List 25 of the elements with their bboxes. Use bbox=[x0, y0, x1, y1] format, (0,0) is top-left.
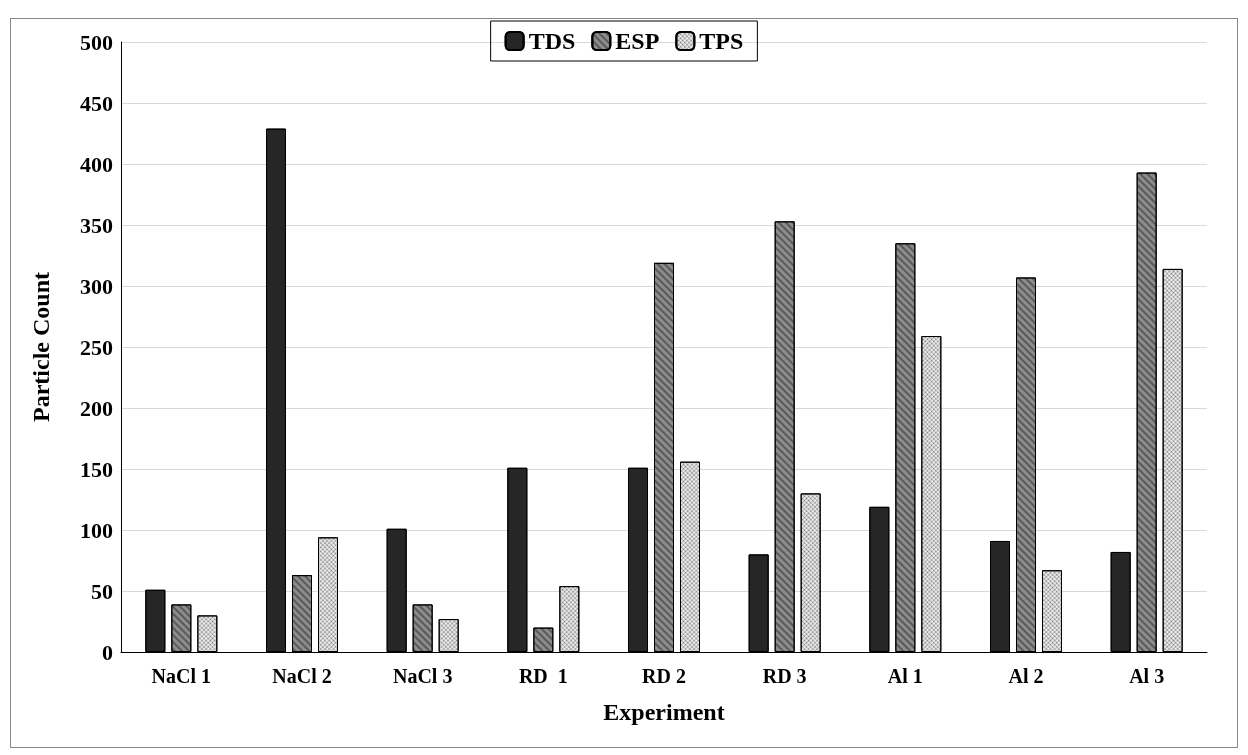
x-tick-label: NaCl 3 bbox=[392, 665, 453, 687]
y-tick-label: 300 bbox=[80, 273, 113, 299]
x-tick-label: NaCl 1 bbox=[151, 665, 212, 687]
y-tick-label: 50 bbox=[91, 578, 113, 604]
legend-label: TDS bbox=[528, 28, 576, 54]
y-tick-label: 150 bbox=[80, 456, 113, 482]
x-tick-label: RD 1 bbox=[518, 665, 568, 687]
y-tick-label: 0 bbox=[102, 639, 113, 665]
y-tick-label: 450 bbox=[80, 90, 113, 116]
x-tick-label: Al 1 bbox=[887, 665, 923, 687]
y-tick-label: 350 bbox=[80, 212, 113, 238]
y-tick-label: 500 bbox=[80, 29, 113, 55]
y-tick-label: 250 bbox=[80, 334, 113, 360]
legend-label: TPS bbox=[699, 28, 744, 54]
y-tick-label: 400 bbox=[80, 151, 113, 177]
y-tick-label: 100 bbox=[80, 517, 113, 543]
x-tick-label: Al 3 bbox=[1129, 665, 1165, 687]
legend-label: ESP bbox=[615, 28, 660, 54]
x-tick-label: Al 2 bbox=[1008, 665, 1044, 687]
x-tick-label: RD 2 bbox=[642, 665, 686, 687]
y-axis-title: Particle Count bbox=[28, 272, 54, 422]
x-tick-label: NaCl 2 bbox=[272, 665, 332, 687]
x-tick-label: RD 3 bbox=[762, 665, 807, 687]
x-axis-title: Experiment bbox=[603, 699, 725, 725]
y-tick-label: 200 bbox=[80, 395, 113, 421]
